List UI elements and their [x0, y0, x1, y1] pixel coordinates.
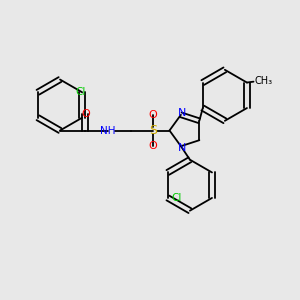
Text: NH: NH	[100, 125, 116, 136]
Text: O: O	[148, 110, 158, 120]
Text: N: N	[178, 108, 187, 118]
Text: O: O	[148, 141, 158, 151]
Text: O: O	[81, 109, 90, 119]
Text: N: N	[178, 143, 187, 153]
Text: CH₃: CH₃	[254, 76, 273, 86]
Text: Cl: Cl	[75, 87, 86, 97]
Text: S: S	[149, 124, 157, 137]
Text: Cl: Cl	[171, 193, 182, 203]
